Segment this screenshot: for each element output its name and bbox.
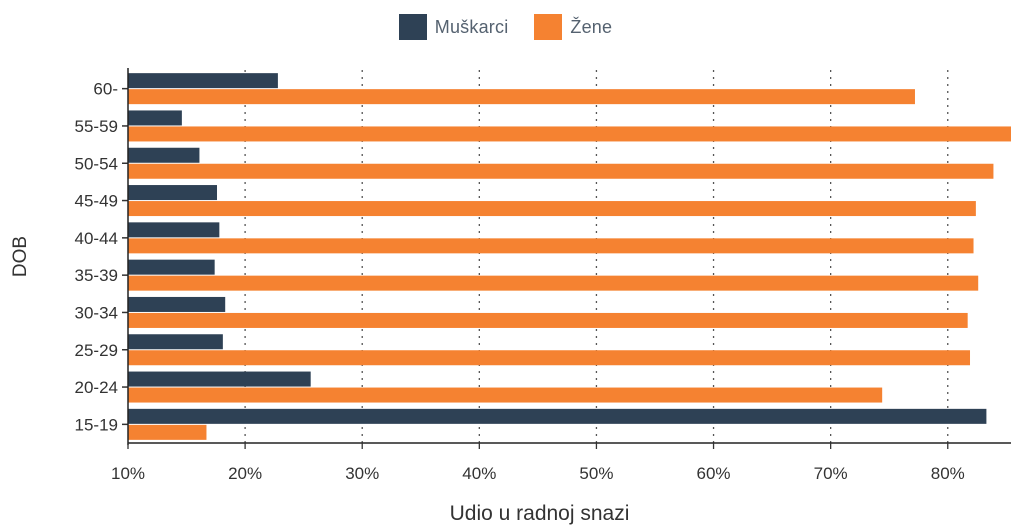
legend-swatch-zene bbox=[534, 14, 563, 40]
x-tick-label: 10% bbox=[111, 464, 145, 483]
bar-zene bbox=[128, 163, 994, 179]
legend: Muškarci Žene bbox=[0, 14, 1011, 40]
bar-muskarci bbox=[128, 259, 215, 275]
y-tick-label: 15-19 bbox=[75, 415, 118, 434]
bar-muskarci bbox=[128, 334, 223, 350]
bar-muskarci bbox=[128, 147, 200, 163]
y-tick-label: 20-24 bbox=[75, 378, 118, 397]
bar-muskarci bbox=[128, 408, 987, 424]
y-tick-label: 60- bbox=[93, 80, 118, 99]
y-tick-label: 45-49 bbox=[75, 192, 118, 211]
legend-item-zene: Žene bbox=[534, 14, 612, 40]
bar-zene bbox=[128, 126, 1011, 142]
x-tick-label: 30% bbox=[345, 464, 379, 483]
bar-muskarci bbox=[128, 73, 278, 89]
bar-muskarci bbox=[128, 110, 182, 126]
bar-zene bbox=[128, 424, 207, 440]
bar-muskarci bbox=[128, 185, 218, 201]
y-tick-label: 25-29 bbox=[75, 341, 118, 360]
bar-muskarci bbox=[128, 222, 220, 238]
x-tick-label: 80% bbox=[931, 464, 965, 483]
y-tick-label: 50-54 bbox=[75, 154, 118, 173]
bar-zene bbox=[128, 350, 971, 366]
x-tick-label: 70% bbox=[814, 464, 848, 483]
x-axis-label: Udio u radnoj snazi bbox=[450, 502, 630, 525]
y-axis-label: DOB bbox=[10, 236, 31, 277]
x-tick-label: 40% bbox=[462, 464, 496, 483]
x-tick-label: 60% bbox=[697, 464, 731, 483]
y-tick-label: 30-34 bbox=[75, 303, 118, 322]
bar-zene bbox=[128, 89, 915, 105]
bar-zene bbox=[128, 238, 974, 254]
x-tick-label: 50% bbox=[579, 464, 613, 483]
y-tick-label: 55-59 bbox=[75, 117, 118, 136]
bar-zene bbox=[128, 201, 976, 217]
bar-zene bbox=[128, 275, 979, 291]
bar-zene bbox=[128, 312, 968, 328]
bar-muskarci bbox=[128, 296, 226, 312]
x-tick-label: 20% bbox=[228, 464, 262, 483]
legend-swatch-muskarci bbox=[398, 14, 427, 40]
legend-label-zene: Žene bbox=[570, 16, 613, 37]
legend-label-muskarci: Muškarci bbox=[434, 16, 509, 37]
y-tick-label: 35-39 bbox=[75, 266, 118, 285]
bar-muskarci bbox=[128, 371, 311, 387]
bar-zene bbox=[128, 387, 883, 403]
legend-item-muskarci: Muškarci bbox=[398, 14, 509, 40]
y-tick-label: 40-44 bbox=[75, 229, 118, 248]
